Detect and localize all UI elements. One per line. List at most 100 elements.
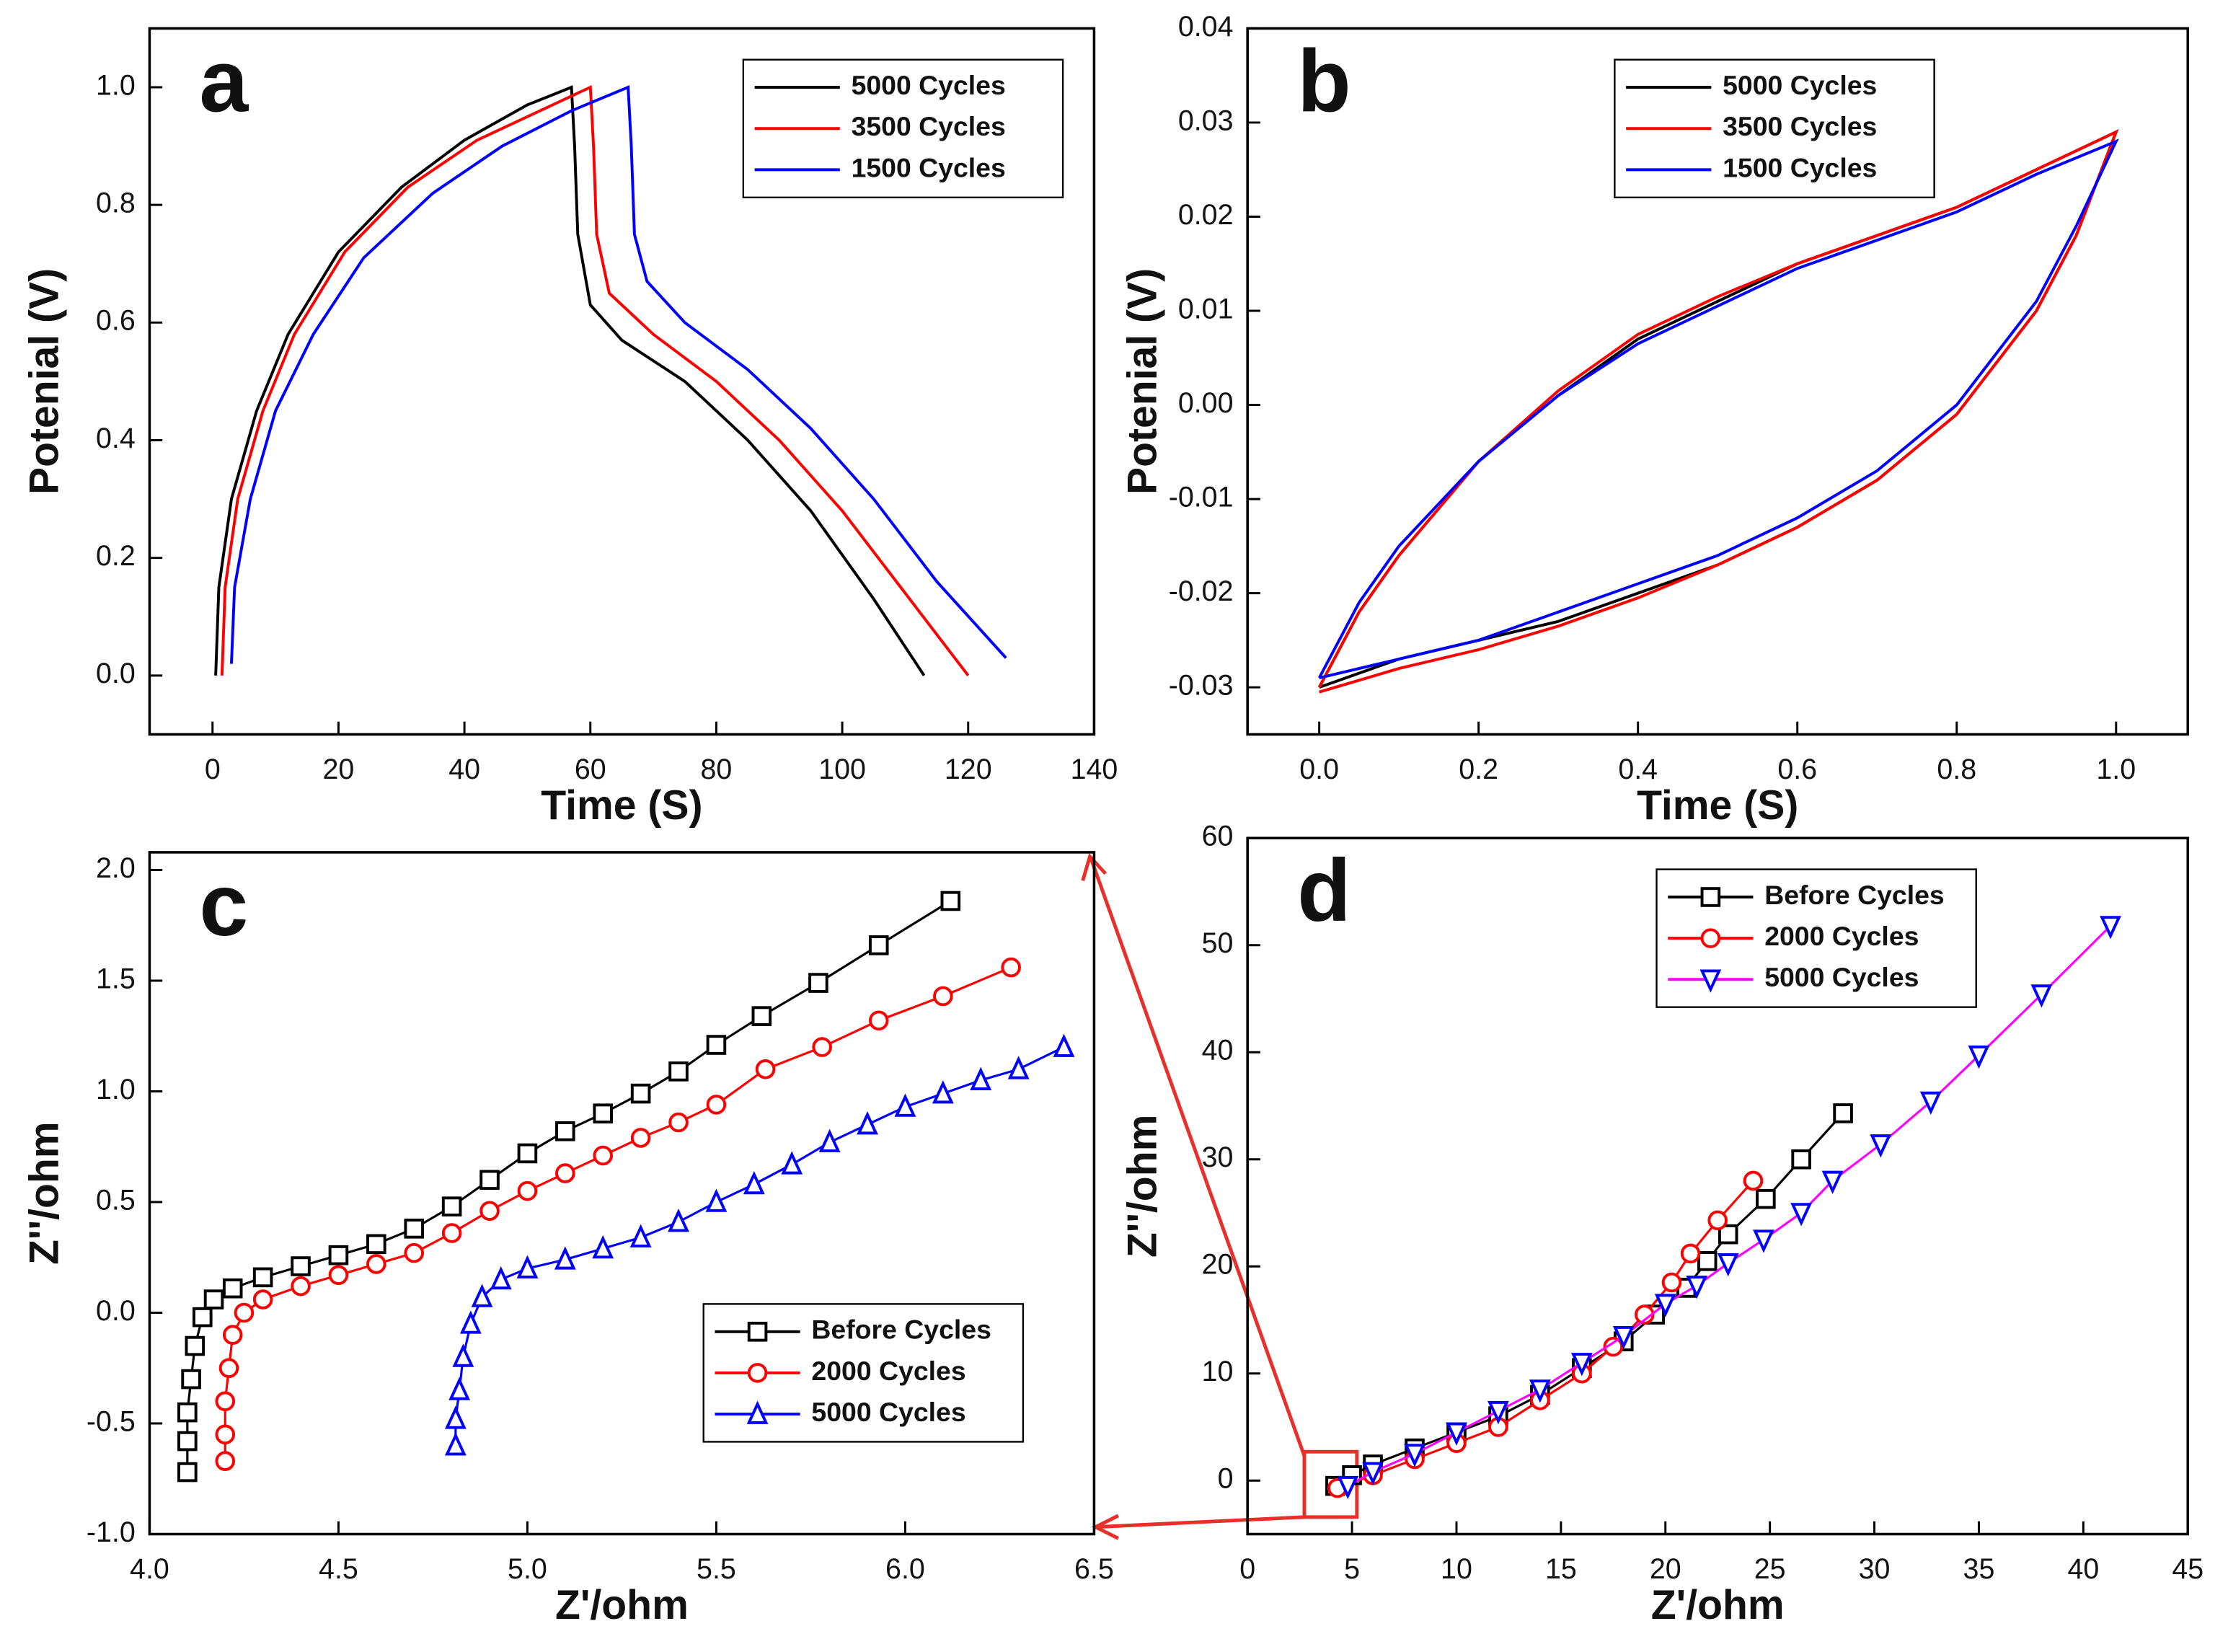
legend-label: 3500 Cycles: [1723, 111, 1877, 141]
axes-frame: [1246, 836, 2190, 1536]
marker: [404, 1219, 425, 1239]
x-tick-label: 60: [575, 754, 606, 785]
marker: [291, 1276, 311, 1297]
marker: [366, 1234, 386, 1255]
y-tick-label: 10: [1202, 1356, 1234, 1387]
marker: [1404, 1444, 1425, 1467]
marker: [630, 1128, 651, 1148]
marker: [193, 1307, 213, 1328]
marker: [593, 1103, 614, 1123]
marker: [252, 1289, 273, 1309]
panel-label: b: [1297, 31, 1351, 130]
marker: [2100, 916, 2121, 940]
x-tick-label: 140: [1071, 754, 1118, 785]
legend-marker: [1700, 928, 1721, 948]
y-tick-label: 0.04: [1178, 11, 1234, 43]
panel-label: a: [199, 31, 249, 130]
marker: [808, 973, 828, 993]
x-tick-label: 6.5: [1074, 1553, 1114, 1585]
marker: [555, 1121, 575, 1141]
marker: [218, 1358, 239, 1379]
x-axis-title: Time (S): [541, 782, 702, 829]
marker: [516, 1255, 539, 1278]
marker: [1870, 1134, 1892, 1158]
x-tick-label: 4.0: [130, 1553, 169, 1585]
legend-label: Before Cycles: [811, 1315, 991, 1345]
marker: [215, 1451, 236, 1471]
marker: [593, 1145, 614, 1166]
marker: [404, 1242, 425, 1263]
marker: [441, 1196, 462, 1216]
panel: 0 20 40 60 80 100 120 140 0.0 0.2 0.4 0.6 0.8 1.0 Time…: [22, 27, 1118, 829]
marker: [517, 1180, 538, 1201]
marker: [185, 1335, 205, 1356]
x-tick-label: 120: [945, 754, 992, 785]
y-tick-label: 0.4: [96, 423, 136, 454]
marker: [1697, 1251, 1718, 1271]
x-tick-label: 45: [2172, 1553, 2203, 1585]
marker: [555, 1163, 575, 1183]
axes-frame: [148, 27, 1096, 736]
x-tick-label: 0.8: [1937, 754, 1976, 785]
marker: [818, 1128, 841, 1152]
marker: [630, 1083, 651, 1104]
legend-label: 5000 Cycles: [811, 1397, 965, 1427]
series-line: [220, 84, 970, 677]
marker: [894, 1093, 916, 1117]
marker: [592, 1234, 614, 1259]
marker: [1756, 1188, 1776, 1209]
marker: [743, 1170, 765, 1195]
legend-marker: [1699, 969, 1722, 993]
marker: [781, 1151, 803, 1175]
marker: [1446, 1422, 1467, 1446]
y-tick-label: 1.0: [96, 69, 136, 101]
y-tick-label: 0.03: [1178, 105, 1234, 136]
marker: [448, 1377, 471, 1400]
y-tick-label: 50: [1202, 927, 1234, 959]
marker: [755, 1059, 776, 1079]
panel-label: c: [199, 855, 248, 954]
legend-label: 2000 Cycles: [1764, 921, 1919, 951]
y-tick-label: 0: [1218, 1463, 1234, 1495]
x-tick-label: 5: [1344, 1553, 1360, 1585]
marker: [1680, 1243, 1701, 1264]
x-tick-label: 0: [1239, 1553, 1255, 1585]
x-tick-label: 100: [818, 754, 866, 785]
marker: [970, 1066, 992, 1090]
marker: [933, 986, 953, 1007]
y-tick-label: 1.0: [96, 1074, 136, 1105]
marker: [1743, 1170, 1764, 1191]
x-tick-label: 5.0: [508, 1553, 547, 1585]
marker: [1707, 1210, 1728, 1231]
zoom-arrow: [1097, 1515, 1305, 1529]
x-tick-label: 4.5: [319, 1553, 358, 1585]
panel: 0 5 10 15 20 25 30 35 40 45 0 10 20 30 40 50 60 Z'/ohm Z''…: [1119, 821, 2203, 1628]
legend-marker: [747, 1363, 768, 1383]
y-tick-label: 0.8: [96, 187, 136, 219]
marker: [940, 891, 961, 911]
legend-marker: [746, 1400, 769, 1424]
legend-marker: [747, 1321, 768, 1342]
marker: [1821, 1170, 1844, 1194]
x-tick-label: 1.0: [2096, 754, 2136, 785]
y-tick-label: 0.6: [96, 305, 136, 337]
y-tick-label: 40: [1202, 1035, 1234, 1066]
axes-frame: [1246, 27, 2190, 736]
x-axis-title: Z'/ohm: [1651, 1582, 1785, 1628]
marker: [1718, 1224, 1738, 1245]
y-axis-title: Z''/ohm: [1119, 1115, 1165, 1258]
marker: [177, 1462, 198, 1483]
marker: [181, 1369, 201, 1390]
x-axis-title: Time (S): [1637, 782, 1798, 829]
y-axis-title: Z''/ohm: [22, 1121, 68, 1264]
plot-area: [177, 891, 1075, 1483]
marker: [479, 1201, 500, 1222]
x-tick-label: 80: [701, 754, 733, 785]
series-line: [1317, 138, 2119, 680]
marker: [1654, 1294, 1676, 1317]
marker: [1487, 1400, 1509, 1425]
arrow-head: [1091, 1514, 1120, 1540]
marker: [932, 1080, 954, 1104]
y-tick-label: 0.00: [1178, 387, 1234, 419]
marker: [215, 1391, 236, 1412]
